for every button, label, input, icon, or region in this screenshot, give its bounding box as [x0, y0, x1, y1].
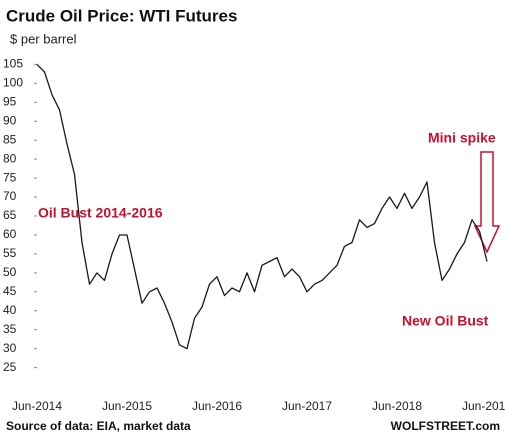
- annotation: New Oil Bust: [402, 313, 489, 329]
- y-tick-label: 40: [3, 303, 17, 317]
- y-tick-label: 90: [3, 113, 17, 127]
- y-tick-label: 45: [3, 284, 17, 298]
- x-tick-label: Jun-2016: [192, 399, 242, 413]
- y-tick-label: 55: [3, 246, 17, 260]
- x-tick-label: Jun-2018: [372, 399, 422, 413]
- x-tick-label: Jun-2019: [462, 399, 506, 413]
- y-tick-label: 60: [3, 227, 17, 241]
- y-tick-label: 70: [3, 189, 17, 203]
- x-tick-label: Jun-2014: [12, 399, 62, 413]
- y-tick-label: 80: [3, 151, 17, 165]
- y-tick-label: 75: [3, 170, 17, 184]
- y-tick-label: 35: [3, 322, 17, 336]
- annotation: Mini spike: [428, 130, 496, 146]
- y-tick-label: 105: [3, 57, 23, 71]
- annotation: Oil Bust 2014-2016: [38, 205, 163, 221]
- y-tick-label: 100: [3, 75, 23, 89]
- price-line: [36, 63, 488, 350]
- x-tick-label: Jun-2017: [282, 399, 332, 413]
- arrow: [473, 151, 501, 254]
- x-tick-label: Jun-2015: [102, 399, 152, 413]
- chart-subtitle: $ per barrel: [10, 31, 77, 46]
- y-tick-label: 65: [3, 208, 17, 222]
- y-tick-label: 50: [3, 265, 17, 279]
- chart-title: Crude Oil Price: WTI Futures: [6, 6, 237, 25]
- source: Source of data: EIA, market data: [6, 419, 191, 433]
- y-tick-label: 95: [3, 94, 17, 108]
- y-tick-label: 85: [3, 132, 17, 146]
- y-tick-label: 30: [3, 341, 17, 355]
- brand: WOLFSTREET.com: [391, 419, 500, 433]
- y-tick-label: 25: [3, 360, 17, 374]
